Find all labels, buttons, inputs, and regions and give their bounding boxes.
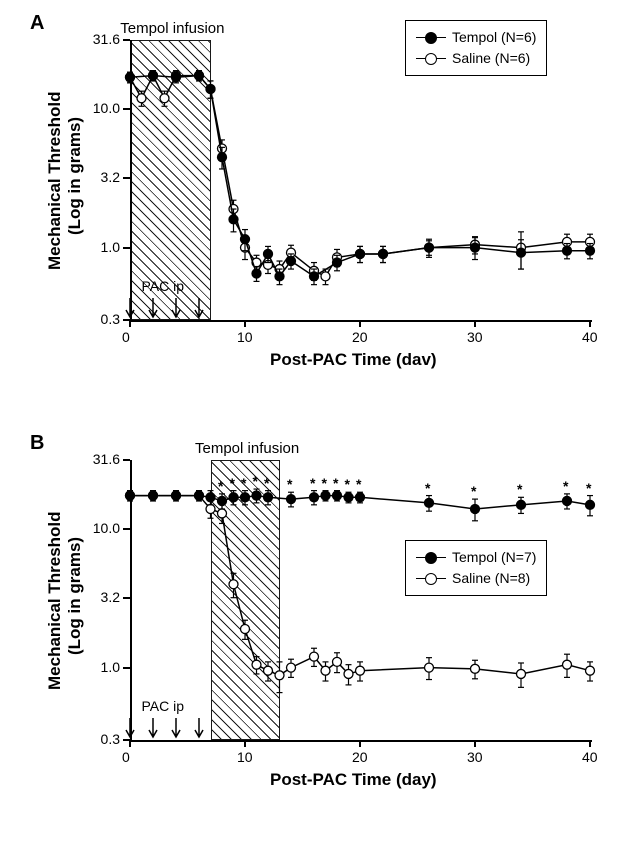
significance-star: * — [218, 478, 223, 494]
legend-item: Tempol (N=7) — [416, 547, 536, 568]
legend-item: Tempol (N=6) — [416, 27, 536, 48]
legend-item: Saline (N=6) — [416, 48, 536, 69]
legend-label: Saline (N=6) — [452, 48, 530, 69]
legend: Tempol (N=6)Saline (N=6) — [405, 20, 547, 76]
significance-star: * — [471, 483, 476, 499]
significance-star: * — [287, 476, 292, 492]
legend-label: Tempol (N=6) — [452, 27, 536, 48]
significance-star: * — [264, 475, 269, 491]
significance-star: * — [345, 476, 350, 492]
pac-label: PAC ip — [142, 278, 185, 294]
significance-star: * — [517, 481, 522, 497]
significance-star: * — [253, 473, 258, 489]
plot-svg — [10, 430, 630, 830]
legend-item: Saline (N=8) — [416, 568, 536, 589]
significance-star: * — [586, 480, 591, 496]
significance-star: * — [241, 475, 246, 491]
significance-star: * — [310, 475, 315, 491]
significance-star: * — [322, 475, 327, 491]
pac-label: PAC ip — [142, 698, 185, 714]
figure-container: ATempol infusion0.31.03.210.031.60102030… — [10, 10, 630, 830]
legend-label: Saline (N=8) — [452, 568, 530, 589]
panel-b: BTempol infusion0.31.03.210.031.60102030… — [10, 430, 630, 830]
legend-label: Tempol (N=7) — [452, 547, 536, 568]
legend: Tempol (N=7)Saline (N=8) — [405, 540, 547, 596]
significance-star: * — [356, 476, 361, 492]
significance-star: * — [563, 478, 568, 494]
significance-star: * — [230, 475, 235, 491]
significance-star: * — [333, 475, 338, 491]
panel-a: ATempol infusion0.31.03.210.031.60102030… — [10, 10, 630, 410]
significance-star: * — [425, 480, 430, 496]
